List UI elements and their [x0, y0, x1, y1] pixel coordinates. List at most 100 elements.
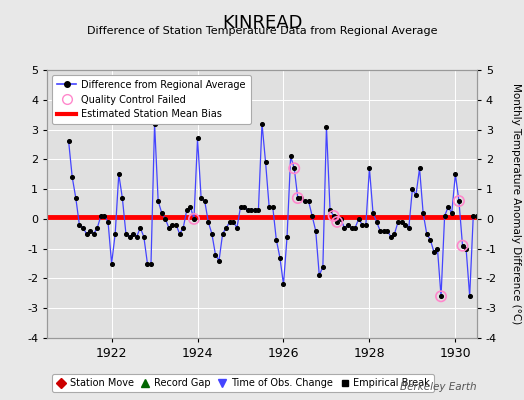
- Point: [193, 135, 202, 142]
- Point: [143, 260, 151, 267]
- Point: [405, 225, 413, 231]
- Point: [290, 165, 298, 172]
- Point: [293, 195, 302, 201]
- Point: [308, 213, 316, 219]
- Point: [408, 186, 417, 192]
- Point: [426, 236, 434, 243]
- Point: [129, 230, 137, 237]
- Point: [301, 198, 309, 204]
- Point: [293, 195, 302, 201]
- Point: [258, 120, 266, 127]
- Point: [455, 198, 463, 204]
- Point: [161, 216, 170, 222]
- Point: [133, 234, 141, 240]
- Point: [279, 281, 288, 288]
- Point: [322, 123, 331, 130]
- Point: [398, 219, 406, 225]
- Text: Berkeley Earth: Berkeley Earth: [400, 382, 477, 392]
- Point: [250, 207, 259, 213]
- Point: [473, 213, 481, 219]
- Point: [340, 225, 348, 231]
- Point: [447, 210, 456, 216]
- Point: [444, 204, 452, 210]
- Point: [86, 228, 94, 234]
- Point: [287, 153, 295, 160]
- Point: [437, 293, 445, 300]
- Point: [122, 230, 130, 237]
- Point: [211, 252, 220, 258]
- Point: [168, 222, 177, 228]
- Point: [333, 219, 342, 225]
- Point: [369, 210, 377, 216]
- Point: [484, 210, 492, 216]
- Point: [190, 216, 198, 222]
- Point: [240, 204, 248, 210]
- Point: [190, 216, 198, 222]
- Point: [104, 219, 112, 225]
- Point: [462, 246, 470, 252]
- Point: [365, 165, 374, 172]
- Point: [244, 207, 252, 213]
- Point: [125, 234, 134, 240]
- Point: [68, 174, 77, 180]
- Point: [362, 222, 370, 228]
- Point: [219, 230, 227, 237]
- Point: [390, 230, 399, 237]
- Point: [90, 230, 98, 237]
- Point: [387, 234, 395, 240]
- Point: [215, 257, 223, 264]
- Point: [158, 210, 166, 216]
- Point: [115, 171, 123, 178]
- Point: [441, 213, 449, 219]
- Point: [100, 213, 108, 219]
- Point: [326, 207, 334, 213]
- Point: [222, 225, 231, 231]
- Point: [358, 222, 366, 228]
- Point: [107, 260, 116, 267]
- Point: [376, 228, 384, 234]
- Point: [297, 195, 305, 201]
- Point: [484, 210, 492, 216]
- Text: Difference of Station Temperature Data from Regional Average: Difference of Station Temperature Data f…: [87, 26, 437, 36]
- Y-axis label: Monthly Temperature Anomaly Difference (°C): Monthly Temperature Anomaly Difference (…: [511, 83, 521, 325]
- Point: [330, 213, 338, 219]
- Point: [82, 230, 91, 237]
- Point: [458, 242, 467, 249]
- Point: [268, 204, 277, 210]
- Point: [437, 293, 445, 300]
- Point: [330, 213, 338, 219]
- Point: [333, 219, 342, 225]
- Point: [136, 225, 145, 231]
- Point: [93, 225, 102, 231]
- Point: [75, 222, 83, 228]
- Point: [236, 204, 245, 210]
- Point: [182, 207, 191, 213]
- Point: [64, 138, 73, 145]
- Point: [419, 210, 428, 216]
- Point: [118, 195, 127, 201]
- Point: [401, 222, 409, 228]
- Point: [416, 165, 424, 172]
- Point: [147, 260, 155, 267]
- Point: [197, 195, 205, 201]
- Point: [272, 236, 280, 243]
- Point: [422, 230, 431, 237]
- Point: [315, 272, 323, 279]
- Legend: Station Move, Record Gap, Time of Obs. Change, Empirical Break: Station Move, Record Gap, Time of Obs. C…: [52, 374, 434, 392]
- Point: [383, 228, 391, 234]
- Point: [469, 213, 477, 219]
- Point: [487, 213, 495, 219]
- Point: [344, 222, 352, 228]
- Point: [265, 204, 274, 210]
- Point: [433, 246, 442, 252]
- Point: [72, 195, 80, 201]
- Point: [312, 228, 320, 234]
- Point: [204, 219, 213, 225]
- Point: [150, 120, 159, 127]
- Point: [458, 242, 467, 249]
- Point: [304, 198, 313, 204]
- Point: [261, 159, 270, 166]
- Point: [172, 222, 180, 228]
- Point: [351, 225, 359, 231]
- Point: [176, 230, 184, 237]
